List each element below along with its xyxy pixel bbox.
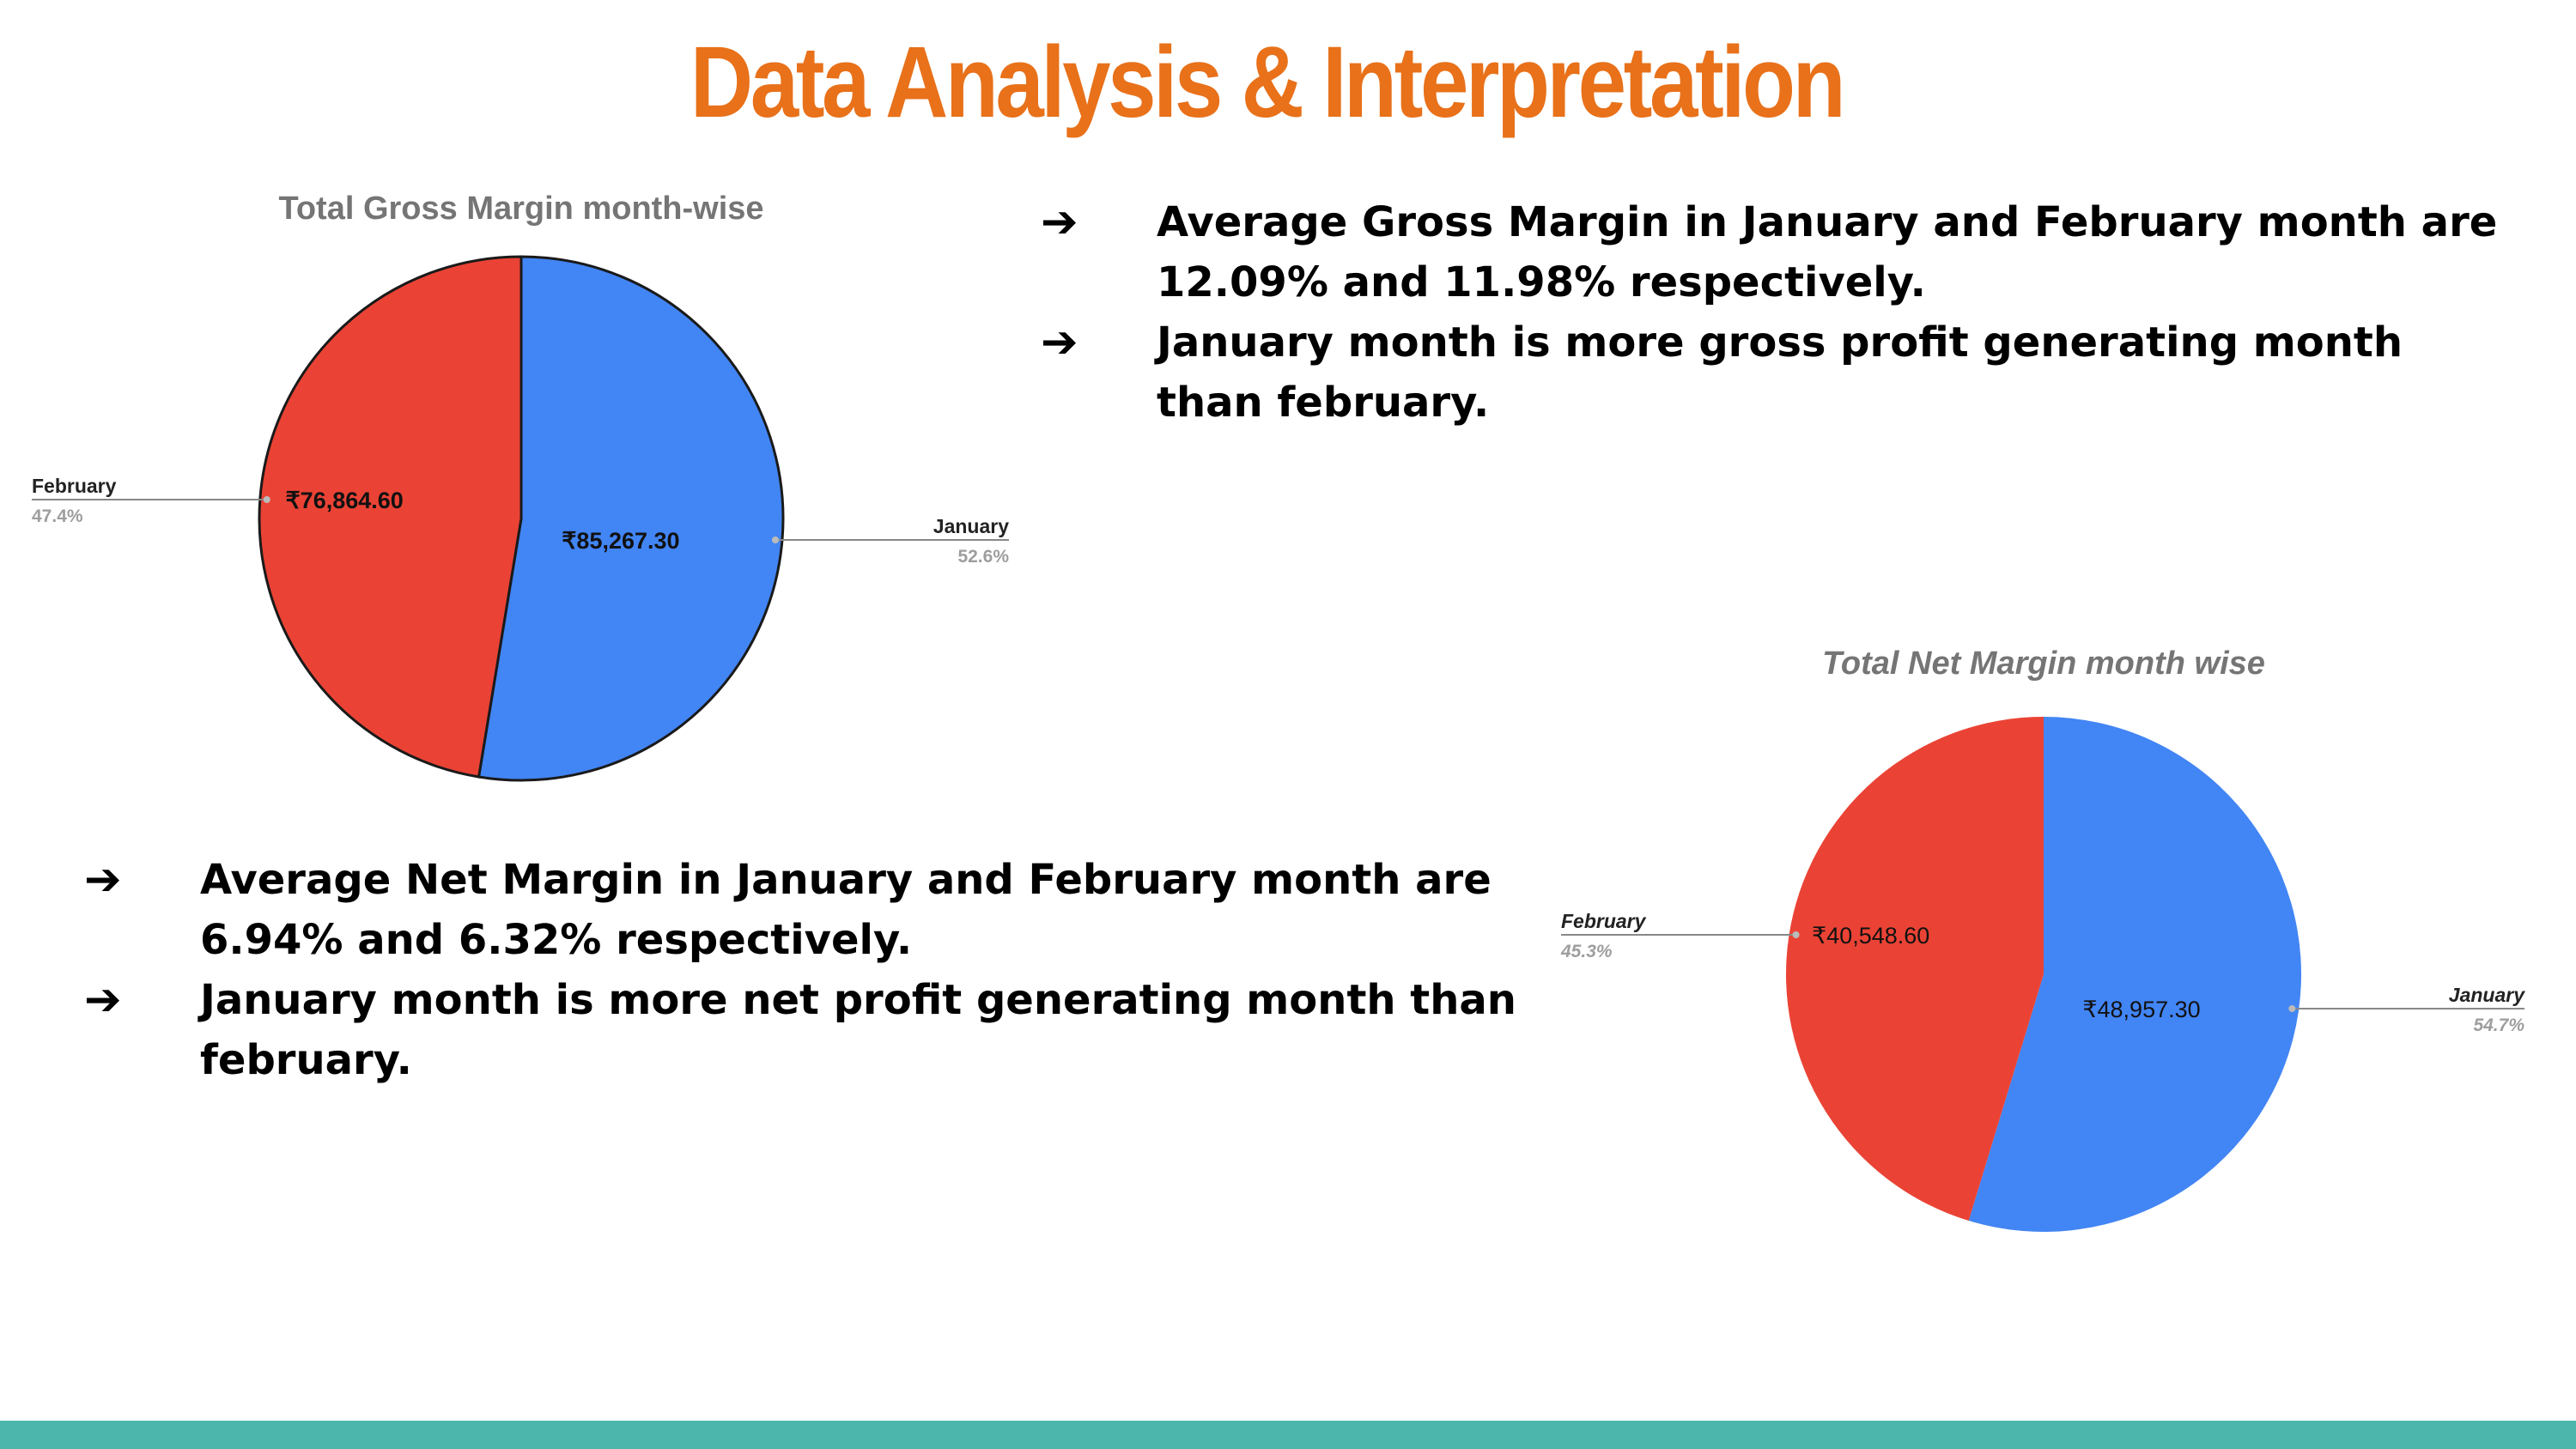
chart-title: Total Net Margin month wise [1822,646,2265,682]
slide-title: Data Analysis & Interpretation [690,26,1846,139]
slice-percent-label: 52.6% [957,547,1009,567]
slice-name-label: January [2449,984,2525,1006]
slice-percent-label: 45.3% [1560,942,1613,961]
bullet-text: January month is more gross profit gener… [1157,318,2403,427]
gross-margin-pie-chart: Total Gross Margin month-wise ₹85,267.30 J… [32,191,1009,782]
leader-dot [263,496,270,503]
leader-dot [2288,1005,2296,1012]
leader-dot [1792,931,1800,938]
slice-value-label: ₹40,548.60 [1812,923,1929,949]
bullet-item: ➔ January month is more gross profit gene… [1041,312,2518,433]
net-margin-pie-chart: Total Net Margin month wise ₹48,957.30 Jan… [1560,646,2525,1232]
pie-slice-january [1968,717,2301,1232]
bullet-item: ➔ Average Gross Margin in January and Feb… [1041,192,2518,312]
bullet-item: ➔ Average Net Margin in January and Febru… [84,850,1527,970]
footer-bar [0,1421,2576,1449]
arrow-icon: ➔ [1041,317,1078,368]
bullet-text: January month is more net profit generat… [200,976,1516,1084]
arrow-icon: ➔ [84,974,122,1026]
slice-name-label: February [32,475,117,497]
slice-name-label: January [933,515,1009,537]
slice-value-label: ₹48,957.30 [2082,997,2200,1022]
bullet-text: Average Net Margin in January and Februa… [200,856,1492,964]
arrow-icon: ➔ [1041,197,1078,248]
slice-value-label: ₹85,267.30 [562,528,679,554]
chart-title: Total Gross Margin month-wise [278,191,763,227]
bullet-text: Average Gross Margin in January and Febr… [1157,198,2498,306]
bullet-item: ➔ January month is more net profit genera… [84,970,1527,1090]
gross-margin-bullets: ➔ Average Gross Margin in January and Feb… [1041,192,2518,433]
slice-percent-label: 54.7% [2473,1016,2524,1035]
pie-slice-january [477,255,785,782]
slice-value-label: ₹76,864.60 [286,488,404,513]
net-margin-bullets: ➔ Average Net Margin in January and Febru… [84,850,1527,1090]
pie-slice-february [258,255,523,779]
pie-slice-february [1786,717,2044,1222]
leader-dot [771,537,779,543]
arrow-icon: ➔ [84,854,122,906]
slice-percent-label: 47.4% [32,506,83,526]
slice-name-label: February [1561,910,1647,932]
